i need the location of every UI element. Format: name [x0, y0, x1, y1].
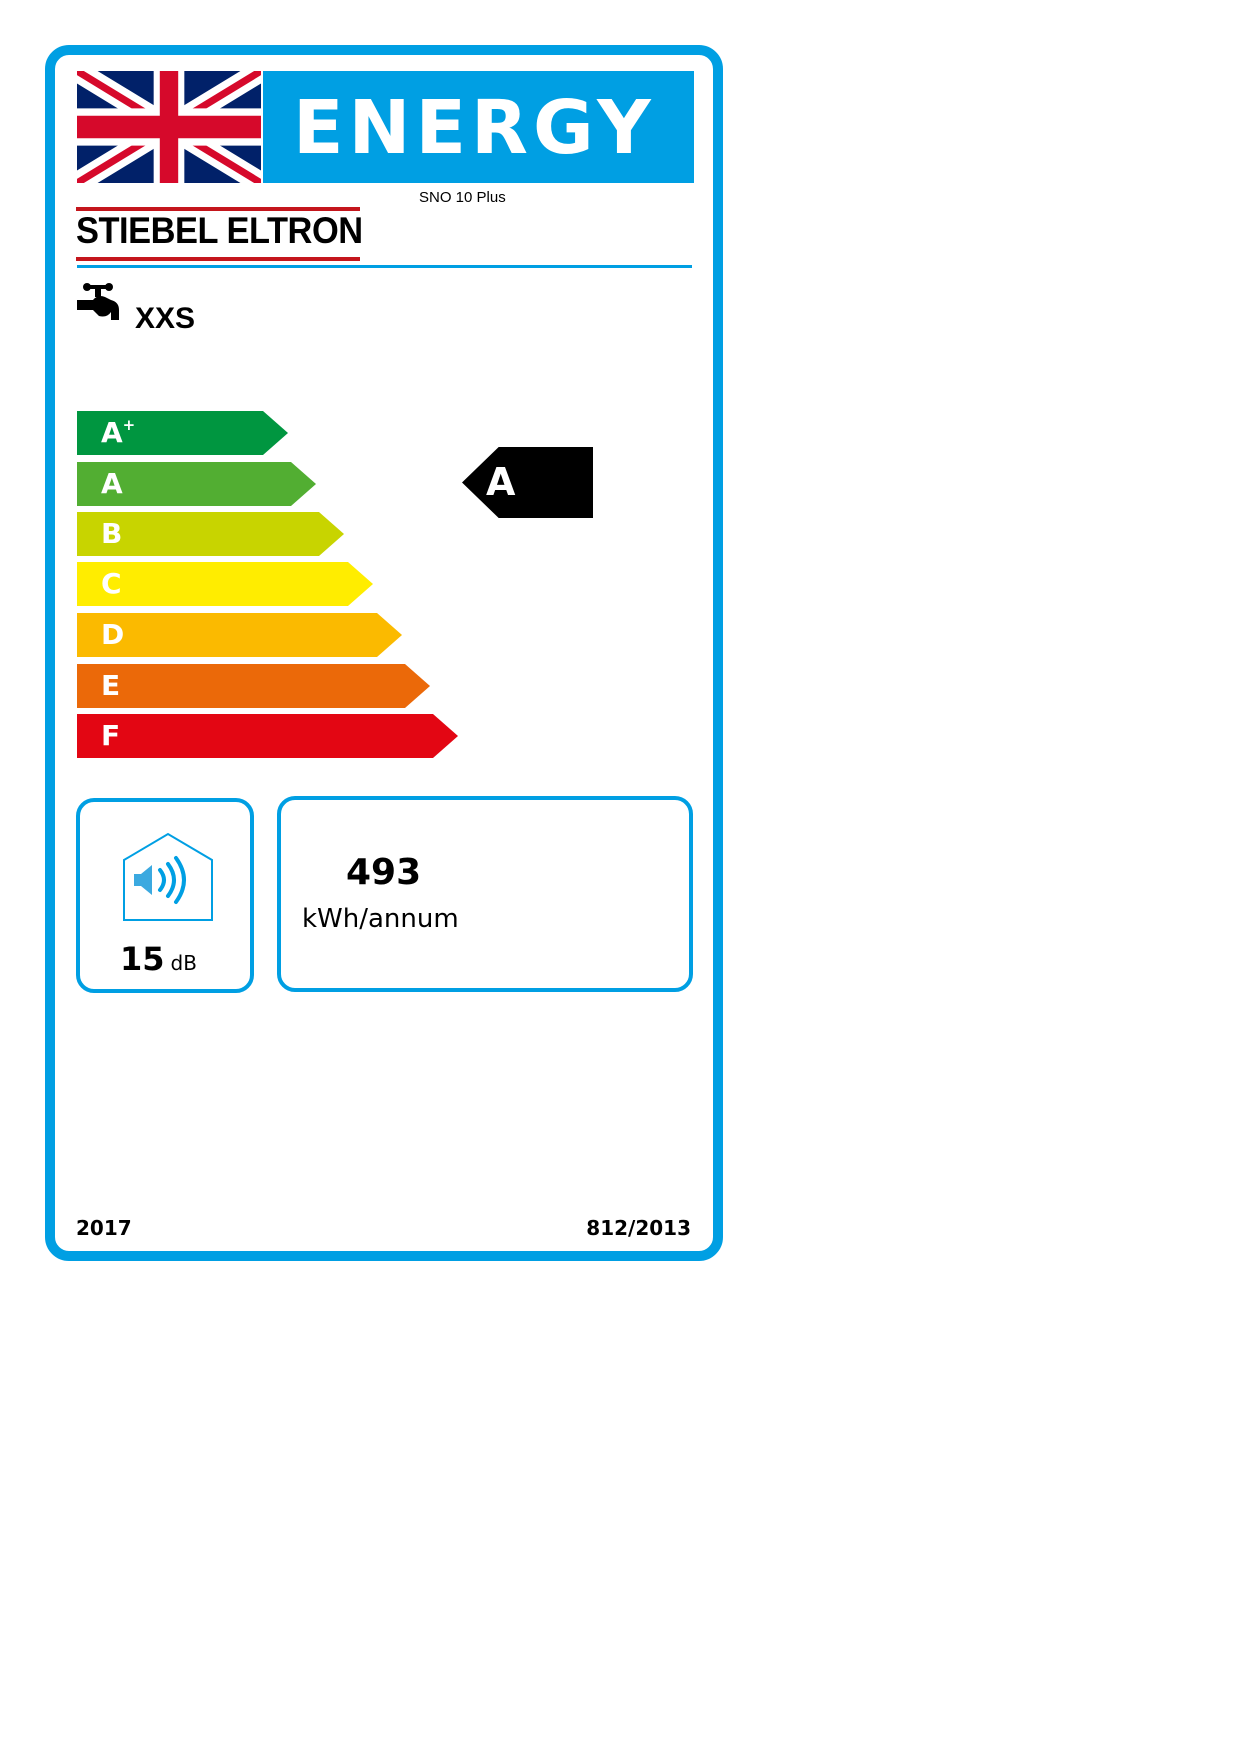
noise-value: 15 dB [120, 940, 197, 978]
efficiency-class-label: A [101, 467, 123, 500]
brand-logo: STIEBEL ELTRON [76, 207, 363, 261]
energy-consumption-unit: kWh/annum [302, 904, 459, 934]
energy-title: ENERGY [293, 85, 656, 171]
efficiency-class-label: E [101, 669, 121, 702]
tap-icon [77, 283, 119, 320]
efficiency-class-bar: B [77, 512, 344, 556]
efficiency-class-bar: E [77, 664, 430, 708]
efficiency-class-bar: F [77, 714, 458, 758]
model-name: SNO 10 Plus [419, 189, 506, 206]
rating-class: A [486, 460, 516, 504]
efficiency-class-label: C [101, 567, 122, 600]
noise-unit: dB [170, 951, 197, 975]
noise-number: 15 [120, 940, 165, 978]
efficiency-class-bar: A [77, 462, 316, 506]
regulation-number: 812/2013 [586, 1216, 691, 1240]
efficiency-class-label: B [101, 517, 123, 550]
energy-consumption-panel: 493 kWh/annum [277, 796, 693, 992]
uk-flag-icon [77, 71, 261, 183]
efficiency-class-label: D [101, 618, 125, 651]
brand-name: STIEBEL ELTRON [76, 210, 363, 251]
label-frame [45, 45, 723, 1261]
energy-consumption-value: 493 [346, 852, 422, 893]
efficiency-class-bar: A+ [77, 411, 288, 455]
efficiency-class-bar: D [77, 613, 402, 657]
energy-header: ENERGY [263, 71, 694, 183]
efficiency-class-bar: C [77, 562, 373, 606]
efficiency-class-label: A [101, 416, 123, 449]
divider [77, 265, 692, 268]
noise-panel: 15 dB [76, 798, 254, 993]
load-profile: XXS [135, 302, 196, 335]
sound-house-icon [123, 832, 213, 921]
efficiency-class-label: F [101, 719, 121, 752]
efficiency-class-plus: + [122, 416, 136, 434]
label-year: 2017 [76, 1216, 132, 1240]
